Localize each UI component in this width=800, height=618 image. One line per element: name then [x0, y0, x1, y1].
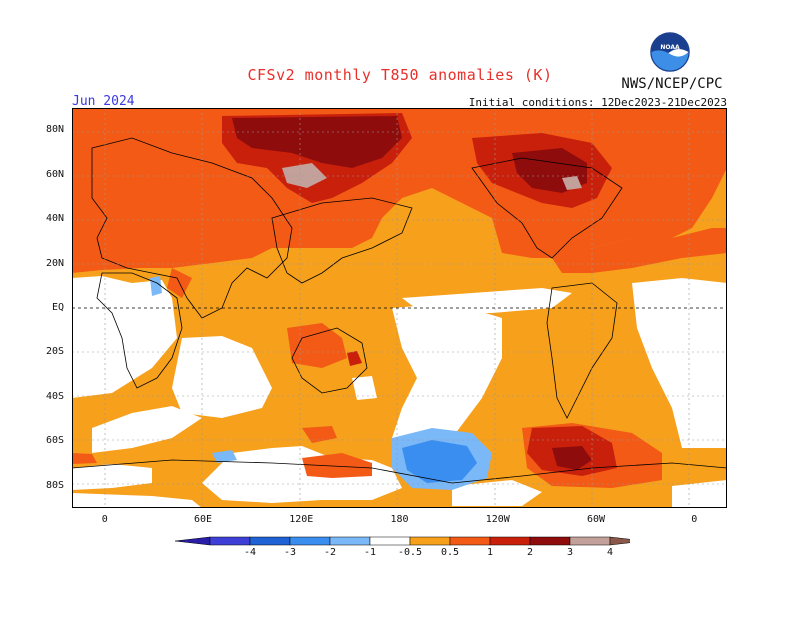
colorbar-swatch: [209, 536, 251, 546]
colorbar-label: 0.5: [440, 547, 460, 558]
colorbar-label: -4: [243, 547, 257, 558]
colorbar-label: 3: [566, 547, 574, 558]
lat-label: 40N: [45, 213, 64, 225]
agency-label: NWS/NCEP/CPC: [621, 76, 723, 92]
lon-label: 120E: [289, 514, 314, 525]
colorbar-swatch: [569, 536, 611, 546]
map-title: CFSv2 monthly T850 anomalies (K): [247, 66, 553, 84]
colorbar-label: 2: [526, 547, 534, 558]
logo-text: NOAA: [660, 44, 680, 51]
colorbar-swatch: [249, 536, 291, 546]
colorbar-label: -3: [283, 547, 297, 558]
colorbar-swatch: [489, 536, 531, 546]
colorbar-swatch: [449, 536, 491, 546]
colorbar-swatch: [329, 536, 371, 546]
lon-label: 0: [101, 514, 108, 525]
lon-label: 60W: [586, 514, 606, 525]
colorbar-swatch: [369, 536, 411, 546]
lat-label: 60S: [45, 435, 64, 447]
colorbar-label: 1: [486, 547, 494, 558]
lat-label: 40S: [45, 390, 64, 402]
colorbar-label: -0.5: [397, 547, 423, 558]
lat-label: 80S: [45, 479, 64, 491]
cold-regions: [150, 276, 492, 490]
noaa-logo: NOAA: [650, 32, 690, 72]
lat-label: 20N: [45, 257, 64, 269]
lon-label: 60E: [193, 514, 213, 525]
colorbar-label: -2: [323, 547, 337, 558]
colorbar-arrow-high: [609, 536, 630, 546]
lat-label: 20S: [45, 346, 64, 358]
colorbar-label: -1: [363, 547, 377, 558]
extreme-hot-regions: [282, 163, 582, 190]
lat-label: 80N: [45, 124, 64, 136]
colorbar-swatch: [529, 536, 571, 546]
anomaly-map: [72, 108, 727, 508]
map-frame: [72, 108, 727, 508]
lon-label: 0: [691, 514, 698, 525]
colorbar-label: 4: [606, 547, 614, 558]
forecast-period: Jun 2024: [72, 94, 135, 109]
lat-label: 60N: [45, 168, 64, 180]
lon-label: 180: [390, 514, 409, 525]
colorbar-swatch: [409, 536, 451, 546]
initial-conditions: Initial conditions: 12Dec2023-21Dec2023: [468, 96, 727, 109]
colorbar: [174, 536, 630, 546]
lon-label: 120W: [485, 514, 510, 525]
colorbar-swatch: [289, 536, 331, 546]
colorbar-arrow-low: [174, 536, 211, 546]
coastlines: [72, 137, 727, 484]
lat-label: EQ: [51, 302, 64, 313]
